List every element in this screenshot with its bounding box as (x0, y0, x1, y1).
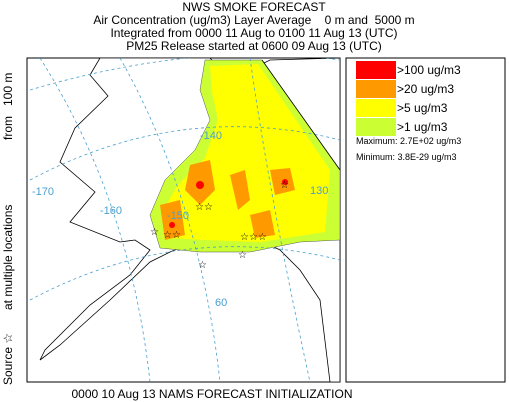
side-label: Source ☆ (1, 333, 15, 385)
svg-text:☆: ☆ (198, 260, 207, 271)
footer: 0000 10 Aug 13 NAMS FORECAST INITIALIZAT… (72, 387, 353, 401)
legend: Maximum: 2.7E+02 ug/m3 Minimum: 3.8E-29 … (345, 57, 506, 383)
map-label: -150 (167, 210, 189, 222)
integration: Integrated from 0000 11 Aug to 0100 11 A… (110, 26, 397, 40)
legend-swatch (356, 61, 396, 79)
legend-swatch (356, 80, 396, 98)
svg-text:☆: ☆ (150, 227, 159, 238)
map-label: -160 (100, 205, 122, 217)
map: ☆☆☆☆ ☆ ☆☆☆ ☆☆☆ -170 -160 -150 -140 130 60 (26, 57, 341, 383)
legend-swatch (356, 118, 396, 136)
map-label: -140 (200, 130, 222, 142)
svg-text:☆: ☆ (238, 250, 247, 261)
title: NWS SMOKE FORECAST (182, 0, 326, 14)
side-label: at multiple locations (1, 205, 15, 310)
release: PM25 Release started at 0600 09 Aug 13 (… (126, 39, 381, 53)
legend-swatch (356, 99, 396, 117)
svg-text:☆: ☆ (280, 180, 289, 191)
legend-label: >5 ug/m3 (397, 101, 448, 115)
subtitle: Air Concentration (ug/m3) Layer Average … (93, 13, 414, 27)
minimum: Minimum: 3.8E-29 ug/m3 (356, 152, 457, 162)
maximum: Maximum: 2.7E+02 ug/m3 (356, 136, 461, 146)
legend-label: >100 ug/m3 (397, 63, 461, 77)
map-label: 60 (215, 297, 227, 309)
map-label: 130 (310, 185, 328, 197)
map-label: -170 (32, 186, 54, 198)
svg-text:☆☆: ☆☆ (163, 230, 181, 241)
svg-text:☆☆: ☆☆ (195, 202, 213, 213)
legend-label: >20 ug/m3 (397, 82, 454, 96)
legend-label: >1 ug/m3 (397, 120, 448, 134)
side-label: from 100 m (1, 73, 15, 140)
svg-text:☆☆☆: ☆☆☆ (240, 232, 267, 243)
